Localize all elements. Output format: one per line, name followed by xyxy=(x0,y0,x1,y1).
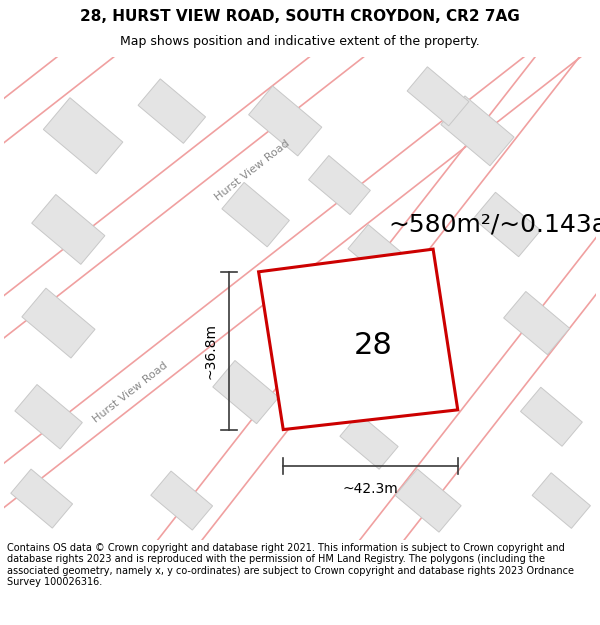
Polygon shape xyxy=(248,86,322,156)
Polygon shape xyxy=(151,471,212,530)
Polygon shape xyxy=(43,98,123,174)
Text: Hurst View Road: Hurst View Road xyxy=(91,360,170,424)
Polygon shape xyxy=(348,224,410,284)
Text: Hurst View Road: Hurst View Road xyxy=(214,138,292,202)
Polygon shape xyxy=(532,472,590,528)
Polygon shape xyxy=(395,469,461,532)
Text: ~36.8m: ~36.8m xyxy=(203,322,217,379)
Polygon shape xyxy=(521,388,583,446)
Text: Map shows position and indicative extent of the property.: Map shows position and indicative extent… xyxy=(120,35,480,48)
Polygon shape xyxy=(222,182,289,247)
Polygon shape xyxy=(407,67,469,126)
Polygon shape xyxy=(213,361,279,424)
Text: 28, HURST VIEW ROAD, SOUTH CROYDON, CR2 7AG: 28, HURST VIEW ROAD, SOUTH CROYDON, CR2 … xyxy=(80,9,520,24)
Polygon shape xyxy=(441,96,514,166)
Text: Contains OS data © Crown copyright and database right 2021. This information is : Contains OS data © Crown copyright and d… xyxy=(7,542,574,588)
Polygon shape xyxy=(308,156,370,214)
Polygon shape xyxy=(503,291,569,354)
Polygon shape xyxy=(259,249,458,429)
Polygon shape xyxy=(138,79,206,143)
Polygon shape xyxy=(22,288,95,358)
Polygon shape xyxy=(340,414,398,469)
Polygon shape xyxy=(11,469,73,528)
Text: ~580m²/~0.143ac.: ~580m²/~0.143ac. xyxy=(389,213,600,236)
Polygon shape xyxy=(15,384,82,449)
Polygon shape xyxy=(32,194,105,264)
Text: 28: 28 xyxy=(353,331,392,359)
Polygon shape xyxy=(473,192,541,257)
Text: ~42.3m: ~42.3m xyxy=(343,482,398,496)
